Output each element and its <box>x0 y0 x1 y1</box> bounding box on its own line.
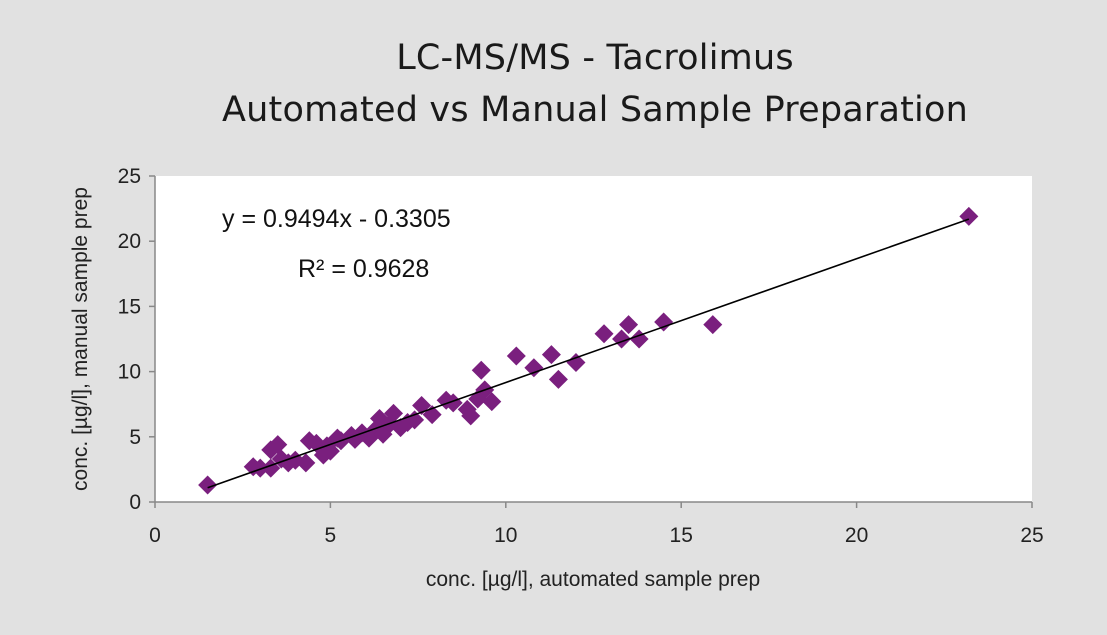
x-tick-label: 5 <box>325 524 337 547</box>
x-tick-label: 20 <box>845 524 868 547</box>
y-tick-label: 25 <box>118 165 141 188</box>
y-tick-label: 10 <box>118 361 141 384</box>
y-tick-label: 20 <box>118 230 141 253</box>
chart-title-line-2: Automated vs Manual Sample Preparation <box>222 90 968 130</box>
data-point <box>250 458 270 478</box>
data-point <box>471 360 491 380</box>
data-point <box>296 453 316 473</box>
data-point <box>461 406 481 426</box>
data-point <box>443 393 463 413</box>
data-point <box>405 410 425 430</box>
y-tick-label: 5 <box>129 426 141 449</box>
chart-title-line-1: LC-MS/MS - Tacrolimus <box>396 38 794 78</box>
x-axis-label: conc. [µg/l], automated sample prep <box>426 568 760 591</box>
data-point <box>384 403 404 423</box>
data-point <box>524 358 544 378</box>
x-tick-label: 15 <box>670 524 693 547</box>
x-tick-label: 10 <box>494 524 517 547</box>
r-squared-label: R² = 0.9628 <box>298 255 429 283</box>
data-point <box>654 312 674 332</box>
y-axis-label: conc. [µg/l], manual sample prep <box>69 187 92 491</box>
data-point <box>619 315 639 335</box>
data-point <box>506 346 526 366</box>
axes <box>154 176 1032 503</box>
y-tick-label: 15 <box>118 295 141 318</box>
data-point <box>482 392 502 412</box>
plot-area <box>155 176 1032 502</box>
data-point <box>541 345 561 365</box>
x-tick-label: 25 <box>1020 524 1043 547</box>
data-point <box>703 315 723 335</box>
data-point <box>548 369 568 389</box>
data-point <box>594 324 614 344</box>
y-tick-label: 0 <box>129 491 141 514</box>
regression-equation: y = 0.9494x - 0.3305 <box>222 205 451 233</box>
data-point <box>566 352 586 372</box>
x-tick-label: 0 <box>149 524 161 547</box>
data-point <box>268 435 288 455</box>
data-point <box>198 475 218 495</box>
trendline <box>207 218 970 489</box>
